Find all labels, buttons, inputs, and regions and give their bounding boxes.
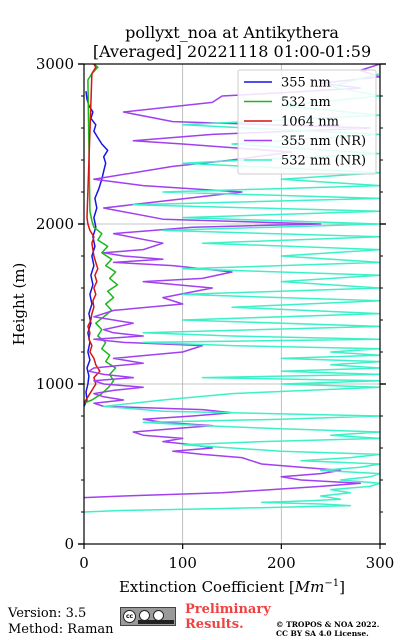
y-tick-label-1: 1000 xyxy=(36,375,74,393)
preliminary-line1: Preliminary xyxy=(185,602,271,617)
y-tick-label-2: 2000 xyxy=(36,215,74,233)
x-tick-label-0: 0 xyxy=(79,554,89,572)
series-line-1 xyxy=(84,64,119,404)
x-tick-label-2: 200 xyxy=(267,554,296,572)
legend-label-1: 532 nm xyxy=(281,95,331,110)
x-tick-label-1: 100 xyxy=(168,554,197,572)
y-axis-label: Height (m) xyxy=(10,263,28,346)
chart-subtitle: [Averaged] 20221118 01:00-01:59 xyxy=(93,42,371,61)
series-line-2 xyxy=(84,64,101,404)
legend-label-2: 1064 nm xyxy=(281,115,339,130)
method-text: Method: Raman xyxy=(8,622,114,637)
y-tick-label-0: 0 xyxy=(64,535,74,553)
preliminary-line2: Results. xyxy=(185,617,244,632)
cc-license-badge: cc xyxy=(120,607,176,626)
legend-label-3: 355 nm (NR) xyxy=(281,134,366,149)
plot-frame xyxy=(83,63,381,545)
chart-title: pollyxt_noa at Antikythera xyxy=(125,23,339,42)
legend: 355 nm 532 nm 1064 nm 355 nm (NR) 532 nm (NR… xyxy=(237,69,377,175)
preliminary-notice: Preliminary Results. xyxy=(185,602,271,632)
series-line-4 xyxy=(84,64,380,513)
version-text: Version: 3.5 xyxy=(8,606,87,621)
copyright-line2: CC BY SA 4.0 License. xyxy=(276,629,369,638)
y-tick-label-3: 3000 xyxy=(36,55,74,73)
license-strip xyxy=(138,620,174,624)
series-line-0 xyxy=(84,91,109,407)
x-axis-label-unit: Mm xyxy=(294,578,325,596)
copyright-line1: © TROPOS & NOA 2022. xyxy=(276,620,380,629)
x-axis-label-text: Extinction Coefficient [ xyxy=(119,578,295,596)
x-axis-label-exponent: −1 xyxy=(324,578,339,589)
cc-icon: cc xyxy=(123,610,136,623)
legend-box xyxy=(237,69,377,175)
legend-label-4: 532 nm (NR) xyxy=(281,154,366,169)
version-info: Version: 3.5 Method: Raman xyxy=(8,606,114,638)
x-axis-label: Extinction Coefficient [Mm−1] xyxy=(119,578,345,596)
x-axis-label-close: ] xyxy=(339,578,345,596)
copyright-notice: © TROPOS & NOA 2022. CC BY SA 4.0 Licens… xyxy=(276,620,379,638)
legend-label-0: 355 nm xyxy=(281,76,331,91)
x-tick-label-3: 300 xyxy=(366,554,395,572)
series-layer xyxy=(84,64,380,513)
chart: pollyxt_noa at Antikythera [Averaged] 20… xyxy=(10,23,395,596)
